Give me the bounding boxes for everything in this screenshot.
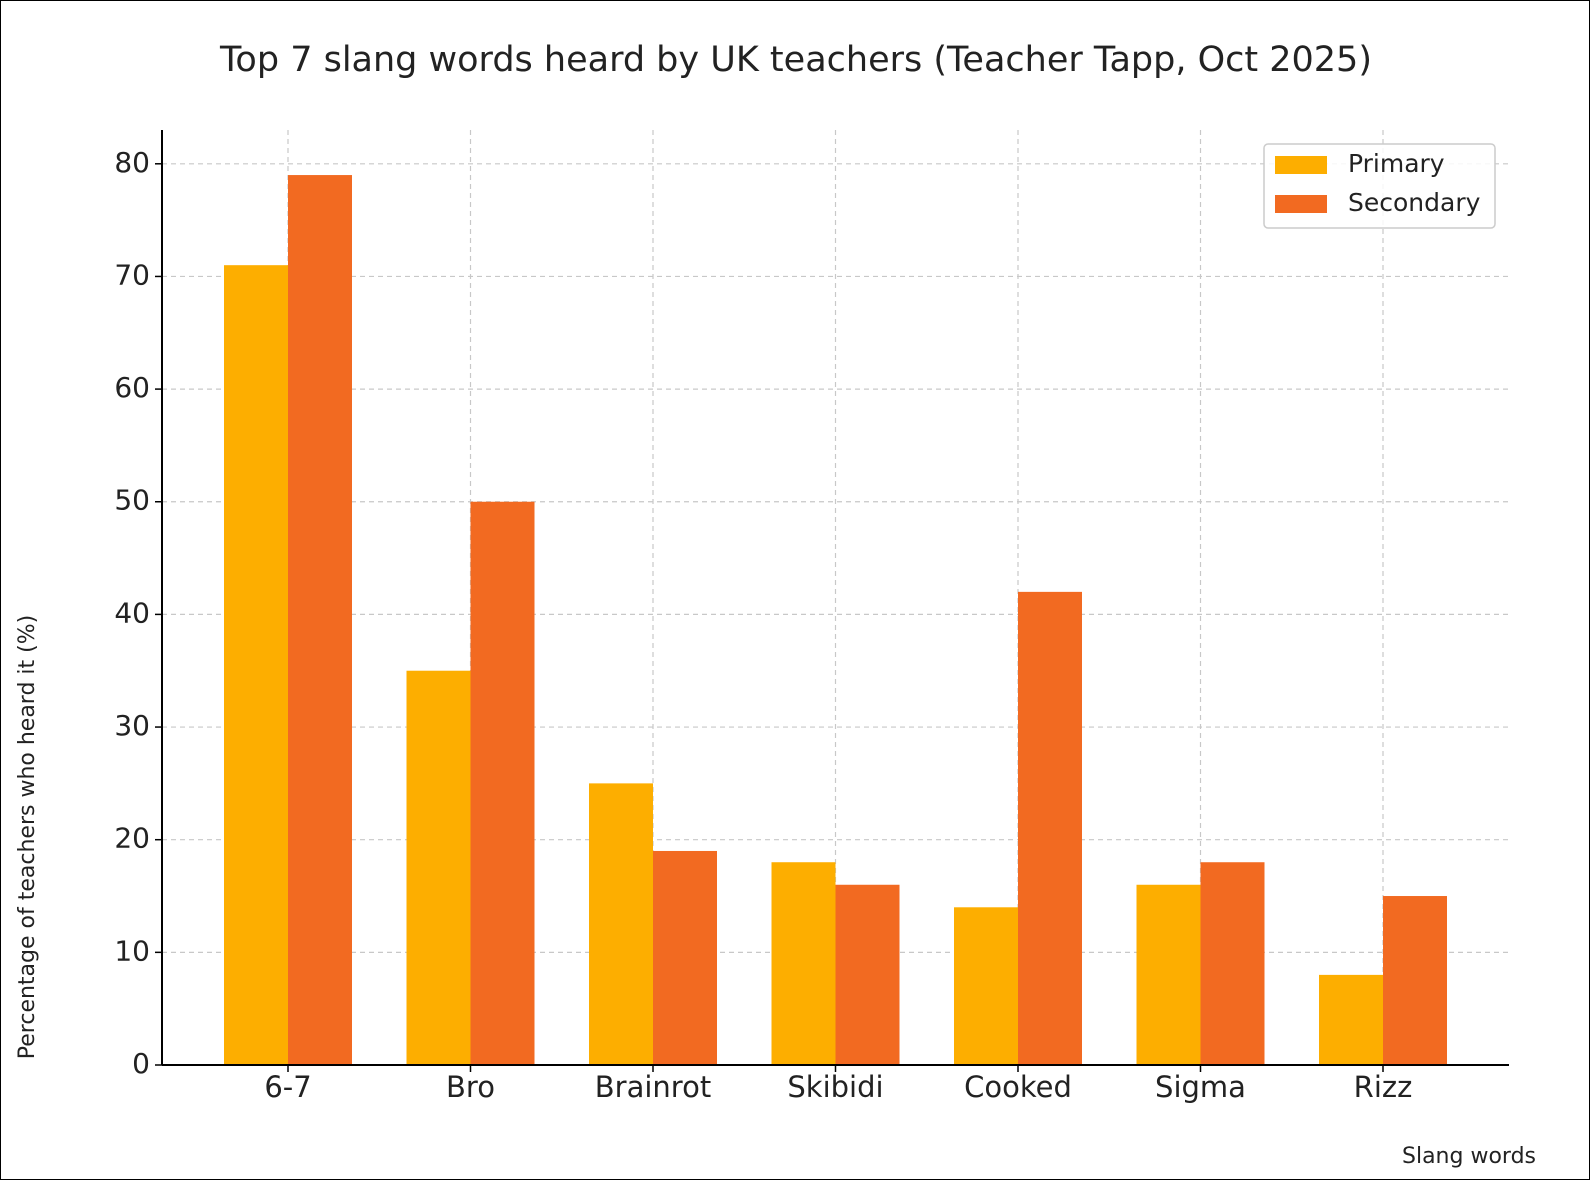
y-tick-label: 10 [114, 934, 150, 967]
bar [1200, 862, 1265, 1065]
chart-title: Top 7 slang words heard by UK teachers (… [219, 40, 1372, 80]
legend-swatch [1275, 156, 1327, 174]
bar [406, 670, 471, 1065]
x-tick-label: Sigma [1155, 1070, 1246, 1104]
y-tick-label: 70 [114, 258, 150, 291]
x-tick-label: Brainrot [595, 1070, 711, 1104]
bar [470, 501, 535, 1066]
y-tick-label: 20 [114, 822, 150, 855]
y-tick-label: 60 [114, 371, 150, 404]
y-tick-label: 50 [114, 484, 150, 517]
y-axis-label: Percentage of teachers who heard it (%) [15, 615, 40, 1059]
bar [589, 783, 653, 1065]
bar [1136, 884, 1201, 1065]
x-tick-label: Skibidi [787, 1070, 883, 1104]
bar [1383, 896, 1447, 1065]
x-axis-label: Slang words [1402, 1144, 1536, 1169]
bar [771, 862, 836, 1065]
y-tick-label: 0 [132, 1047, 150, 1080]
bar [1018, 591, 1082, 1065]
x-tick-label: Cooked [964, 1070, 1072, 1104]
x-tick-label: Rizz [1354, 1070, 1413, 1104]
legend-label: Primary [1348, 149, 1445, 178]
bar [954, 907, 1018, 1065]
bar [835, 884, 900, 1065]
x-tick-label: 6-7 [264, 1070, 311, 1104]
x-tick-label: Bro [446, 1070, 495, 1104]
bar [1319, 974, 1383, 1065]
bar [288, 175, 352, 1065]
y-tick-label: 30 [114, 709, 150, 742]
y-tick-label: 40 [114, 596, 150, 629]
legend-swatch [1275, 195, 1327, 213]
y-tick-label: 80 [114, 146, 150, 179]
legend-label: Secondary [1348, 188, 1481, 217]
bar [653, 850, 717, 1065]
bar [224, 265, 288, 1065]
